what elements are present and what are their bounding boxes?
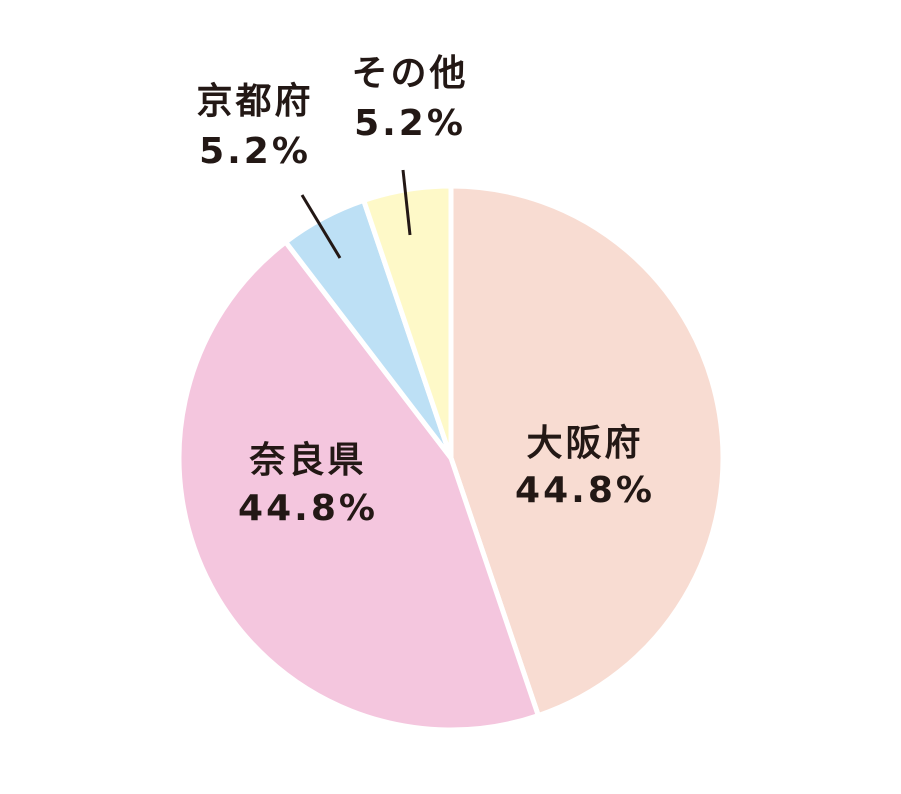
value-label: 5.2% [354,103,466,144]
leader-line [300,194,342,259]
slice-label: 奈良県 [248,440,366,481]
value-label: 44.8% [515,470,655,511]
slice-label: 京都府 [196,80,313,122]
slice-label: その他 [351,53,468,94]
slice-label: 大阪府 [526,422,643,464]
pie-slice [361,183,454,461]
value-label: 44.8% [238,488,378,529]
value-label: 5.2% [199,131,311,172]
pie-slice [176,239,541,733]
leader-line [401,169,412,236]
pie-slice [448,183,726,719]
